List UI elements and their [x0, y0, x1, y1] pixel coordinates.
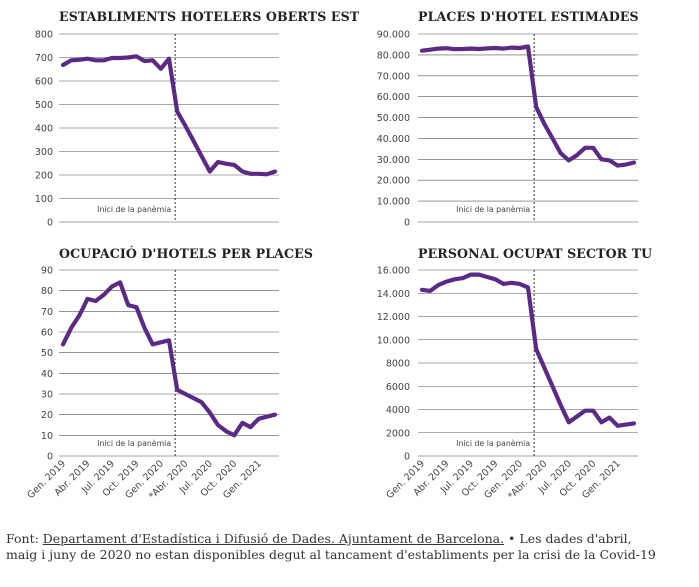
y-tick-label: 90.000 [377, 30, 410, 41]
y-tick-label: 0 [47, 218, 53, 229]
y-tick-label: 40.000 [377, 134, 410, 145]
y-tick-label: 600 [35, 77, 53, 88]
y-tick-label: 6000 [386, 382, 410, 393]
y-tick-label: 14.000 [377, 289, 410, 300]
pandemic-annotation: Inici de la panèmia [456, 439, 530, 448]
y-tick-label: 0 [404, 452, 410, 463]
y-tick-label: 30.000 [377, 155, 410, 166]
y-tick-label: 200 [35, 171, 53, 182]
y-tick-label: 16.000 [377, 266, 410, 277]
y-tick-label: 40 [41, 369, 53, 380]
chart-2: 0 10.000 20.000 30.000 40.000 50.000 60.000 70.… [377, 30, 638, 229]
footer-source: Font: Departament d'Estadística i Difusi… [6, 531, 666, 562]
y-tick-label: 60 [41, 328, 53, 339]
y-tick-label: 300 [35, 147, 53, 158]
y-tick-label: 100 [35, 194, 53, 205]
pandemic-annotation: Inici de la panèmia [456, 205, 530, 214]
y-tick-label: 50 [41, 348, 53, 359]
y-tick-label: 90 [41, 266, 53, 277]
y-tick-label: 10 [41, 431, 53, 442]
series-line [419, 272, 637, 428]
chart-title-establiments: ESTABLIMENTS HOTELERS OBERTS EST [59, 9, 360, 24]
y-tick-label: 80.000 [377, 50, 410, 61]
y-tick-label: 20.000 [377, 176, 410, 187]
y-tick-label: 400 [35, 124, 53, 135]
y-tick-label: 700 [35, 53, 53, 64]
y-tick-label: 0 [404, 218, 410, 229]
series-line [60, 54, 278, 177]
pandemic-annotation: Inici de la panèmia [97, 439, 171, 448]
chart-4: 0 2000 4000 6000 8000 10.000 12.000 14.000 16.00… [377, 266, 638, 502]
y-tick-label: 60.000 [377, 92, 410, 103]
y-tick-label: 70 [41, 307, 53, 318]
series-line [419, 44, 637, 168]
y-tick-label: 12.000 [377, 312, 410, 323]
chart-title-ocupacio: OCUPACIÓ D'HOTELS PER PLACES [59, 246, 314, 261]
source-link[interactable]: Departament d'Estadística i Difusió de D… [42, 531, 505, 546]
y-tick-label: 500 [35, 100, 53, 111]
footer-prefix: Font: [6, 531, 43, 546]
y-tick-label: 30 [41, 390, 53, 401]
y-tick-label: 800 [35, 30, 53, 41]
series-line [60, 280, 278, 438]
pandemic-annotation: Inici de la panèmia [97, 205, 171, 214]
y-tick-label: 10.000 [377, 335, 410, 346]
y-tick-label: 70.000 [377, 71, 410, 82]
y-tick-label: 20 [41, 410, 53, 421]
y-tick-label: 80 [41, 286, 53, 297]
chart-1: 0 100 200 300 400 500 600 700 800 Inici de la pan… [35, 30, 279, 229]
y-tick-label: 10.000 [377, 197, 410, 208]
y-tick-label: 50.000 [377, 113, 410, 124]
chart-title-places: PLACES D'HOTEL ESTIMADES [418, 9, 639, 24]
footer-note: • Les dades d'abril, maig i juny de 2020… [6, 531, 656, 562]
chart-title-personal: PERSONAL OCUPAT SECTOR TU [418, 246, 653, 261]
y-tick-label: 8000 [386, 359, 410, 370]
y-tick-label: 2000 [386, 428, 410, 439]
y-tick-label: 4000 [386, 405, 410, 416]
y-tick-label: 0 [47, 452, 53, 463]
